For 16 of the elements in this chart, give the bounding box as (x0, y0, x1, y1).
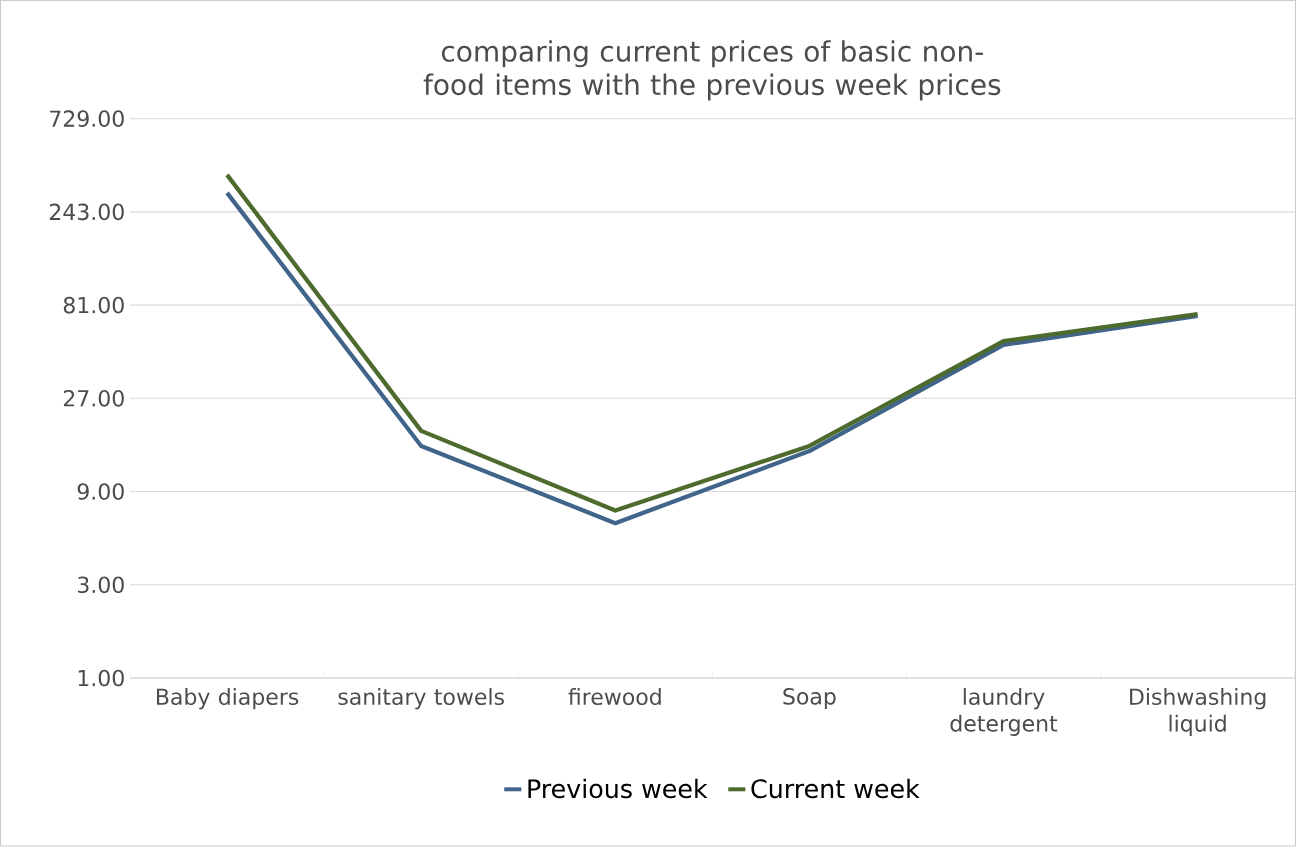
legend-label: Previous week (528, 778, 708, 799)
y-tick-label: 27.00 (63, 390, 124, 407)
legend-label: Current week (751, 778, 920, 799)
y-tick-label: 81.00 (63, 296, 124, 314)
x-tick-label: Soap (783, 688, 836, 710)
chart-title: comparing current prices of basic non-food items with the previous week prices (423, 40, 1001, 101)
x-tick-label: laundry detergent (950, 688, 1058, 737)
x-tick-label: firewood (568, 688, 661, 706)
x-tick-label: Dishwashing liquid (1130, 688, 1266, 737)
y-tick-label: 243.00 (49, 203, 124, 221)
y-tick-label: 3.00 (77, 576, 124, 594)
y-tick-label: 1.00 (78, 669, 124, 687)
x-tick-label: sanitary towels (338, 688, 504, 710)
x-tick-label: Baby diapers (156, 688, 299, 710)
y-tick-label: 9.00 (77, 483, 124, 501)
y-tick-label: 729.00 (50, 110, 124, 128)
